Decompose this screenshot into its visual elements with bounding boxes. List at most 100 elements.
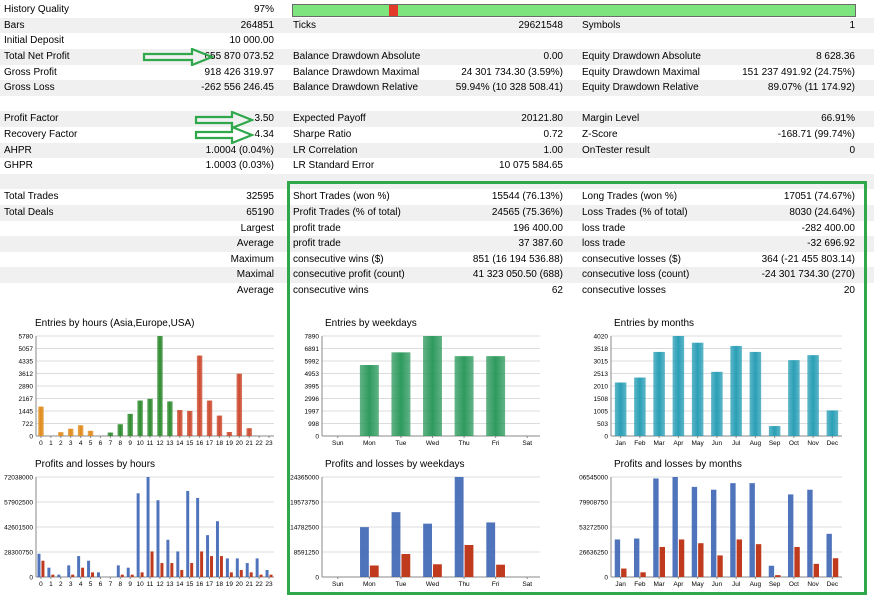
y-tick-label: 57902500 — [4, 500, 33, 507]
loss-bar — [219, 556, 223, 577]
x-tick-label: 22 — [256, 440, 264, 447]
stats-row: Maximum consecutive wins ($) 851 (16 194 5… — [0, 252, 874, 268]
stat-value: 196 400.00 — [512, 222, 563, 234]
chart-profits-losses-by-hours: Profits and losses by hours 72038000 57902… — [0, 459, 274, 594]
stat-label: Gross Loss — [4, 82, 55, 94]
stat-label: LR Correlation — [293, 144, 358, 156]
bar — [157, 336, 163, 436]
stat-value: Largest — [240, 222, 274, 234]
stat-value: 1.0003 (0.03%) — [205, 160, 274, 172]
stat-value: 20121.80 — [521, 113, 563, 125]
stats-row: GHPR 1.0003 (0.03%) LR Standard Error 10 07… — [0, 158, 874, 174]
stats-row: Profit Factor 3.50 Expected Payoff 20121.80… — [0, 111, 874, 127]
loss-bar — [150, 551, 154, 577]
loss-bar — [41, 560, 45, 577]
stats-row: Average profit trade 37 387.60 loss trade -3… — [0, 236, 874, 252]
y-tick-label: 53272500 — [579, 525, 608, 532]
profit-bar — [807, 489, 813, 577]
x-tick-label: 9 — [128, 581, 132, 588]
x-tick-label: 21 — [246, 581, 254, 588]
x-tick-label: 13 — [166, 581, 174, 588]
x-tick-label: 15 — [186, 581, 194, 588]
profit-bar — [186, 490, 190, 577]
x-tick-label: 8 — [118, 581, 122, 588]
bar — [807, 355, 819, 436]
stat-value: 24 301 734.30 (3.59%) — [461, 66, 563, 78]
y-tick-label: 28300750 — [4, 550, 33, 557]
x-tick-label: Fri — [492, 440, 500, 447]
x-tick-label: 6 — [99, 581, 103, 588]
stat-label: Profit Factor — [4, 113, 59, 125]
stat-value: 918 426 319.97 — [204, 66, 274, 78]
x-tick-label: May — [691, 440, 704, 447]
stat-label: Symbols — [582, 19, 621, 31]
loss-bar — [794, 546, 800, 577]
x-tick-label: Sat — [522, 440, 532, 447]
loss-bar — [91, 572, 95, 577]
bar — [711, 371, 723, 436]
bar — [167, 401, 173, 436]
bar — [177, 410, 183, 436]
chart-title: Profits and losses by hours — [35, 459, 156, 470]
x-tick-label: Sep — [769, 581, 781, 588]
x-tick-label: Feb — [634, 440, 646, 447]
x-tick-label: 21 — [246, 440, 254, 447]
profit-bar — [486, 522, 496, 577]
y-tick-label: 0 — [29, 575, 33, 582]
stats-row: Recovery Factor 4.34 Sharpe Ratio 0.72 Z-Sco… — [0, 127, 874, 143]
stat-label: consecutive losses — [582, 285, 666, 296]
stat-value: 62 — [551, 285, 563, 296]
stat-label: Expected Payoff — [293, 113, 366, 125]
quality-bar-marker — [388, 5, 398, 16]
stat-value: 1.0004 (0.04%) — [205, 144, 274, 156]
x-tick-label: 9 — [128, 440, 132, 447]
stat-label: Total Net Profit — [4, 51, 70, 62]
x-tick-label: 23 — [265, 581, 273, 588]
profit-bar — [206, 535, 210, 577]
chart-entries-by-weekdays: Entries by weekdays 7890 6891 5992 4953 3995 2… — [290, 318, 540, 453]
stat-label: Total Deals — [4, 207, 54, 218]
x-tick-label: 5 — [89, 581, 93, 588]
stats-row: Total Deals 65190 Profit Trades (% of tota… — [0, 205, 874, 221]
stat-value: Maximal — [236, 269, 274, 281]
y-tick-label: 503 — [597, 421, 608, 428]
loss-bar — [640, 572, 646, 577]
x-tick-label: Jul — [732, 440, 741, 447]
bar — [614, 382, 627, 436]
stat-label: Margin Level — [582, 113, 640, 125]
loss-bar — [755, 544, 762, 577]
stat-value: 3.50 — [254, 113, 274, 125]
loss-bar — [717, 555, 723, 577]
y-tick-label: 7890 — [305, 334, 320, 341]
profit-bar — [47, 567, 51, 577]
profit-bar — [37, 553, 41, 577]
stat-value: 24565 (75.36%) — [491, 207, 563, 218]
profit-bar — [614, 539, 621, 577]
chart-profits-losses-by-weekdays: Profits and losses by weekdays 24365000 19… — [290, 459, 540, 594]
loss-bar — [736, 539, 743, 577]
profit-bar — [255, 558, 259, 577]
bar — [147, 398, 153, 436]
bar — [768, 426, 781, 436]
stat-value: 0.72 — [543, 129, 563, 140]
stat-value: 264851 — [240, 19, 274, 31]
chart-title: Entries by months — [614, 318, 695, 329]
stat-label: consecutive losses ($) — [582, 253, 681, 265]
x-tick-label: Tue — [395, 440, 406, 447]
bar — [423, 336, 442, 436]
bar — [38, 406, 44, 436]
x-tick-label: 0 — [39, 440, 43, 447]
loss-bar — [832, 558, 839, 577]
stat-value: 59.94% (10 328 508.41) — [455, 82, 563, 94]
loss-bar — [678, 539, 685, 577]
x-tick-label: May — [691, 581, 704, 588]
x-tick-label: Dec — [827, 581, 839, 588]
loss-bar — [621, 568, 627, 577]
stats-row: Gross Profit 918 426 319.97 Balance Drawdo… — [0, 65, 874, 81]
history-quality-row: History Quality 97% — [0, 2, 874, 18]
bar — [67, 428, 74, 436]
x-tick-label: 16 — [196, 581, 204, 588]
bar — [454, 356, 474, 436]
loss-bar — [180, 570, 184, 577]
profit-bar — [136, 493, 140, 577]
